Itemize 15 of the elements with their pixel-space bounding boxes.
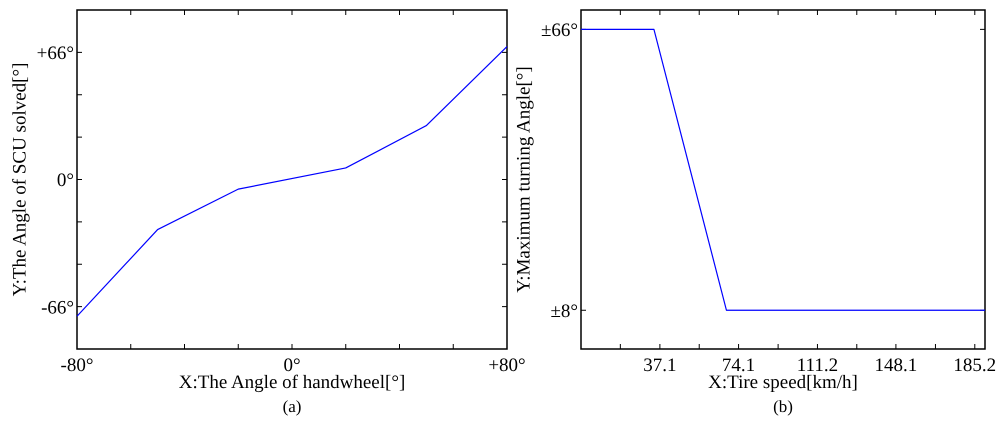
- y-tick-label: ±66°: [540, 20, 578, 42]
- line-series: [76, 46, 508, 317]
- y-tick-label: +66°: [36, 43, 74, 64]
- y-axis-title: Y:The Angle of SCU solved[°]: [10, 62, 31, 296]
- x-tick-label: 185.2: [953, 355, 996, 376]
- text: (b): [773, 397, 793, 416]
- x-tick-label: -80°: [60, 355, 94, 376]
- y-tick-label: 0°: [56, 170, 74, 192]
- x-tick-label: 148.1: [874, 355, 918, 376]
- x-tick-label: +80°: [488, 355, 526, 376]
- text: (a): [282, 397, 302, 416]
- x-tick-label: 37.1: [643, 355, 677, 376]
- y-tick-label: ±8°: [550, 300, 578, 322]
- y-axis-title: Y:Maximum turning Angle[°]: [514, 66, 535, 293]
- y-tick-label: -66°: [41, 297, 74, 318]
